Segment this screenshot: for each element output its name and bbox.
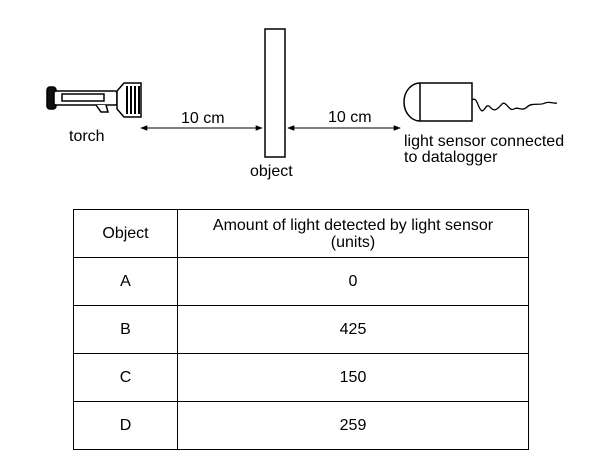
cell-amount: 0 [177, 257, 529, 306]
object-bar [264, 28, 286, 158]
object-label: object [250, 163, 293, 180]
left-distance-label: 10 cm [181, 110, 225, 127]
cell-object: D [73, 401, 178, 450]
table-row: A 0 [73, 257, 529, 306]
header-amount-line1: Amount of light detected by light sensor [212, 216, 494, 234]
torch-label: torch [69, 128, 105, 145]
torch-icon [46, 82, 142, 118]
cell-amount: 259 [177, 401, 529, 450]
table-header-row: Object Amount of light detected by light… [73, 209, 529, 258]
cell-object: C [73, 353, 178, 402]
right-distance-label: 10 cm [328, 109, 372, 126]
sensor-label-line1: light sensor connected [404, 133, 565, 150]
light-sensor-icon [403, 82, 558, 122]
table-row: B 425 [73, 305, 529, 354]
header-object: Object [73, 209, 178, 258]
header-amount-line2: (units) [330, 233, 376, 251]
table-row: C 150 [73, 353, 529, 402]
header-amount: Amount of light detected by light sensor… [177, 209, 529, 258]
table-row: D 259 [73, 401, 529, 450]
cell-object: B [73, 305, 178, 354]
experiment-diagram [46, 28, 558, 158]
sensor-label-line2: to datalogger [404, 149, 498, 166]
cell-amount: 425 [177, 305, 529, 354]
cell-amount: 150 [177, 353, 529, 402]
cell-object: A [73, 257, 178, 306]
results-table: Object Amount of light detected by light… [73, 209, 529, 450]
